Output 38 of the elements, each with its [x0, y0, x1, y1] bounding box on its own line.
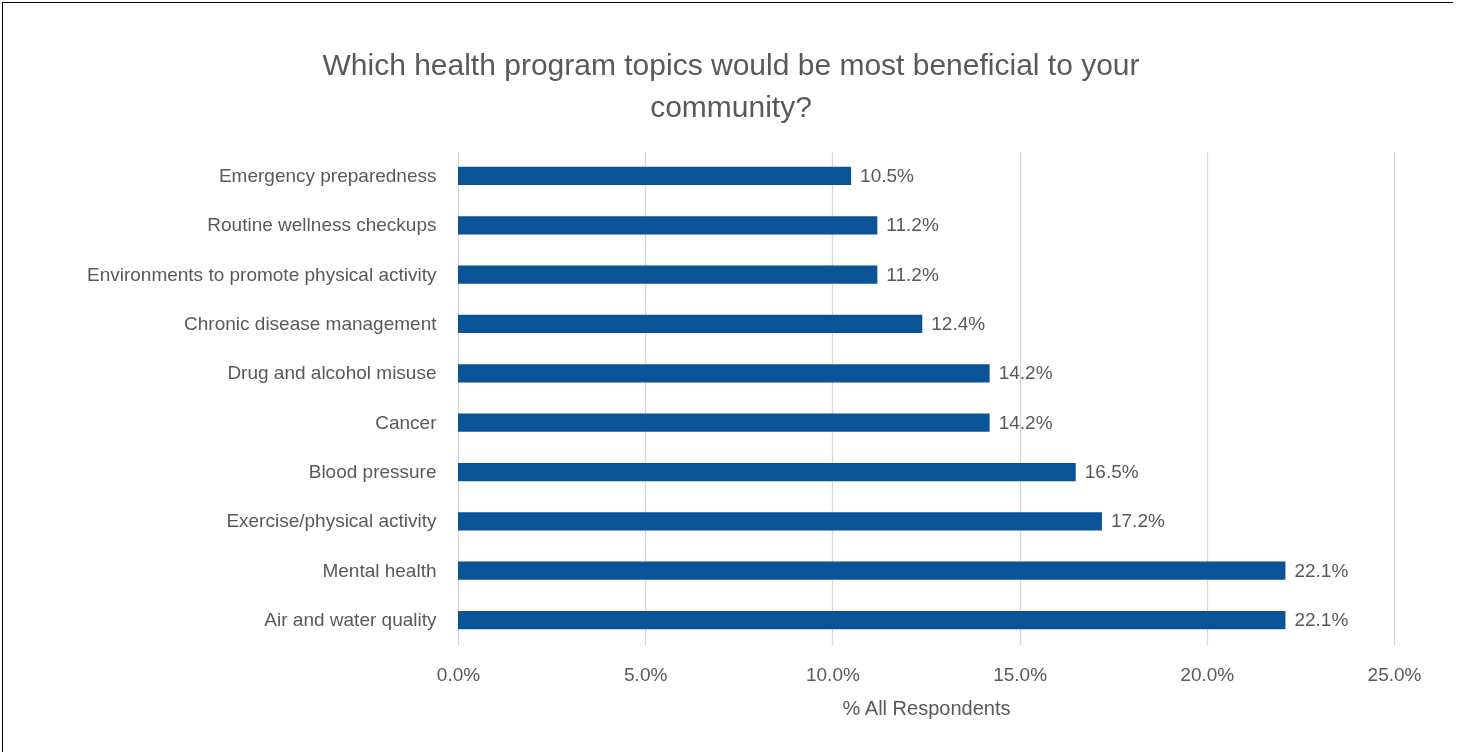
data-label: 11.2%: [886, 263, 939, 285]
x-tick-label: 5.0%: [624, 663, 668, 685]
bar: [458, 265, 878, 284]
x-tick-label: 15.0%: [993, 663, 1048, 685]
bar: [458, 512, 1102, 531]
x-tick-label: 0.0%: [436, 663, 481, 685]
data-label: 16.5%: [1084, 461, 1139, 483]
bar: [458, 610, 1286, 630]
y-tick-label: Routine wellness checkups: [207, 214, 437, 236]
y-tick-label: Exercise/physical activity: [226, 510, 437, 532]
y-tick-label: Blood pressure: [308, 461, 437, 483]
y-tick-label: Environments to promote physical activity: [86, 263, 437, 285]
x-tick-label: 10.0%: [805, 663, 860, 685]
bar: [458, 462, 1076, 482]
bar: [458, 561, 1286, 580]
data-label: 11.2%: [886, 214, 939, 236]
bar: [458, 314, 923, 334]
chart-title: Which health program topics would be most beneficial to your community?: [322, 48, 1140, 123]
y-tick-label: Drug and alcohol misuse: [227, 362, 437, 384]
bar: [458, 413, 990, 432]
data-label: 17.2%: [1110, 510, 1165, 532]
data-label: 14.2%: [998, 411, 1053, 433]
data-label: 14.2%: [998, 362, 1053, 384]
y-tick-label: Chronic disease management: [184, 312, 438, 334]
x-axis-title: % All Respondents: [842, 696, 1011, 719]
y-tick-label: Cancer: [375, 411, 438, 433]
x-tick-label: 20.0%: [1180, 663, 1235, 685]
y-tick-label: Air and water quality: [264, 609, 437, 631]
y-tick-label: Mental health: [322, 559, 437, 581]
x-tick-label: 25.0%: [1367, 663, 1422, 685]
data-label: 22.1%: [1294, 559, 1349, 581]
bar: [458, 166, 852, 186]
data-label: 22.1%: [1294, 609, 1349, 631]
data-label: 10.5%: [860, 164, 915, 186]
bar: [458, 216, 878, 235]
bar: [458, 364, 990, 383]
y-tick-label: Emergency preparedness: [218, 164, 437, 186]
data-label: 12.4%: [931, 312, 986, 334]
